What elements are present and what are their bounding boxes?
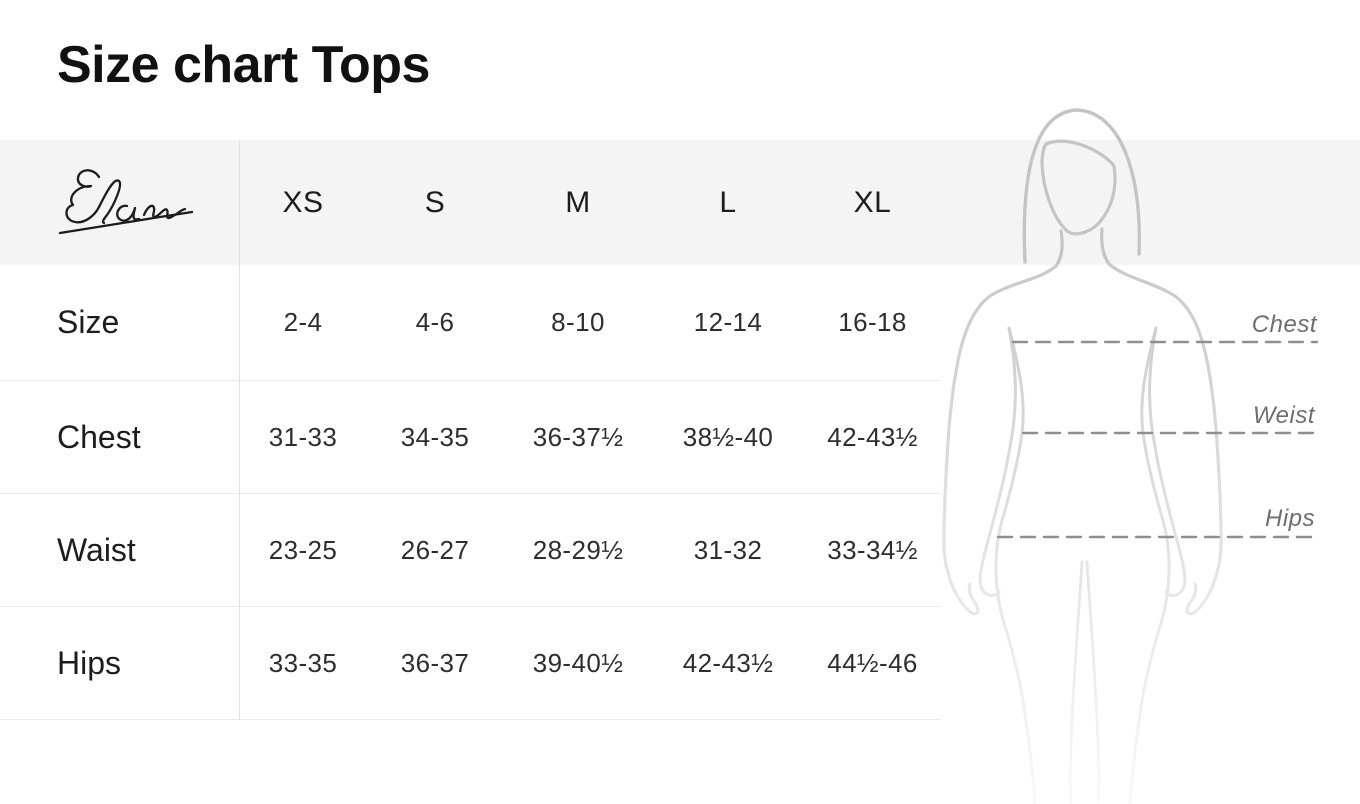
table-cell-size-s: 4-6 (366, 265, 504, 381)
row-label-waist: Waist (0, 494, 240, 607)
table-cell-hips-s: 36-37 (366, 607, 504, 720)
table-cell-size-l: 12-14 (652, 265, 804, 381)
column-header-l: L (719, 185, 737, 219)
table-cell-waist-xs: 23-25 (240, 494, 366, 607)
row-label-hips: Hips (0, 607, 240, 720)
row-label-chest: Chest (0, 381, 240, 494)
table-cell-waist-s: 26-27 (366, 494, 504, 607)
table-cell-chest-l: 38½-40 (652, 381, 804, 494)
column-header-s: S (424, 185, 446, 219)
table-cell-chest-m: 36-37½ (504, 381, 652, 494)
measure-label-weist: Weist (1252, 402, 1315, 429)
silhouette-left-torso-leg (994, 326, 1037, 804)
column-header-xs: XS (282, 185, 324, 219)
silhouette-right-torso-leg (1128, 326, 1171, 804)
table-cell-waist-xl: 33-34½ (804, 494, 941, 607)
silhouette-left-arm (942, 264, 1058, 616)
measure-label-hips: Hips (1264, 505, 1315, 532)
brand-logo (0, 140, 240, 265)
table-cell-hips-m: 39-40½ (504, 607, 652, 720)
silhouette-inner-legs (1068, 560, 1101, 804)
silhouette-right-arm (1107, 262, 1223, 616)
table-cell-waist-l: 31-32 (652, 494, 804, 607)
table-cell-waist-m: 28-29½ (504, 494, 652, 607)
brand-signature-icon (58, 169, 194, 235)
table-cell-chest-xl: 42-43½ (804, 381, 941, 494)
table-cell-size-m: 8-10 (504, 265, 652, 381)
column-header-xl: XL (853, 185, 892, 219)
table-cell-hips-xs: 33-35 (240, 607, 366, 720)
table-cell-size-xl: 16-18 (804, 265, 941, 381)
table-cell-size-xs: 2-4 (240, 265, 366, 381)
size-table: XS S M L XL Size 2-4 4-6 8-10 12-14 16-1… (0, 140, 941, 720)
measure-label-chest: Chest (1251, 311, 1317, 338)
silhouette-left-inner-arm (978, 326, 1017, 598)
row-label-size: Size (0, 265, 240, 381)
silhouette-right-inner-arm (1148, 326, 1187, 598)
table-cell-hips-l: 42-43½ (652, 607, 804, 720)
page-title: Size chart Tops (57, 36, 430, 94)
table-cell-chest-s: 34-35 (366, 381, 504, 494)
table-cell-chest-xs: 31-33 (240, 381, 366, 494)
table-cell-hips-xl: 44½-46 (804, 607, 941, 720)
column-header-m: M (565, 185, 591, 219)
